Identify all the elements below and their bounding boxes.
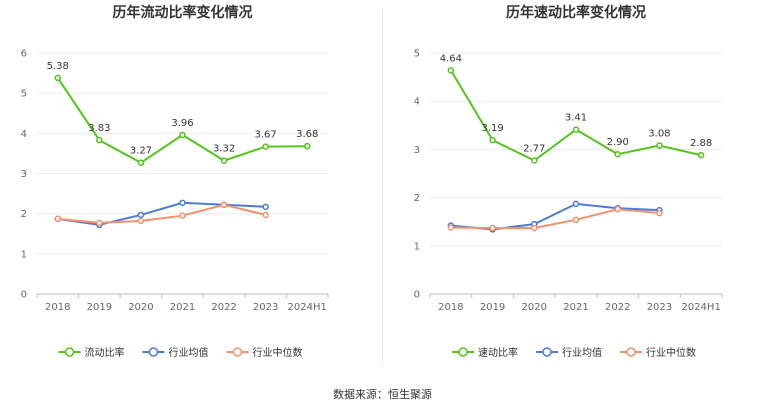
- x-tick-label: 2019: [480, 302, 505, 313]
- data-label: 4.64: [440, 53, 462, 64]
- y-tick-label: 3: [414, 145, 420, 156]
- data-point: [262, 143, 269, 150]
- chart-title: 历年速动比率变化情况: [506, 4, 646, 21]
- x-tick-label: 2020: [522, 302, 547, 313]
- x-tick-label: 2021: [563, 302, 588, 313]
- data-point: [137, 159, 145, 166]
- y-tick-label: 1: [414, 241, 420, 252]
- x-tick-label: 2021: [170, 302, 195, 313]
- legend-label: 行业中位数: [253, 346, 303, 359]
- data-label: 3.41: [565, 113, 587, 124]
- data-point: [220, 201, 228, 209]
- data-point: [96, 219, 103, 227]
- data-point: [303, 142, 311, 150]
- data-label: 3.08: [648, 129, 670, 140]
- data-point: [572, 216, 580, 224]
- data-point: [179, 131, 186, 139]
- data-point: [137, 217, 145, 225]
- y-tick-label: 4: [414, 97, 420, 108]
- data-label: 3.68: [296, 129, 318, 140]
- data-label: 3.83: [88, 123, 110, 134]
- data-point: [179, 212, 186, 219]
- y-tick-label: 5: [414, 49, 420, 60]
- quick-ratio-chart-svg: 历年速动比率变化情况 0 1 2 3 4 5 2018 2019 2020 2021 2022 2023…: [414, 4, 723, 359]
- data-label: 2.90: [607, 137, 629, 148]
- x-tick-label: 2024H1: [681, 302, 720, 313]
- legend-swatch-marker: [232, 347, 243, 357]
- data-label: 3.19: [481, 123, 503, 134]
- data-point: [572, 200, 580, 208]
- y-tick-label: 1: [21, 249, 27, 260]
- legend-swatch-marker: [626, 347, 636, 357]
- y-tick-label: 6: [21, 49, 27, 60]
- legend-label: 速动比率: [478, 346, 518, 359]
- x-tick-label: 2018: [438, 302, 463, 313]
- legend-swatch-marker: [458, 347, 468, 357]
- data-point: [220, 157, 228, 164]
- data-label: 3.67: [255, 130, 277, 141]
- data-point: [179, 199, 186, 207]
- data-point: [656, 209, 663, 217]
- legend-label: 行业均值: [562, 346, 602, 359]
- data-point: [656, 142, 663, 149]
- legend-swatch-marker: [148, 347, 159, 357]
- y-tick-label: 2: [414, 193, 420, 204]
- current-ratio-chart: 历年流动比率变化情况 0 1 2 3 4 5 6 2018 2019 2020 2021 2022 202…: [0, 0, 382, 380]
- data-point: [447, 224, 455, 231]
- data-label: 5.38: [47, 61, 69, 72]
- data-point: [614, 150, 621, 158]
- series-line: [450, 208, 660, 229]
- data-point: [572, 126, 580, 133]
- y-tick-label: 4: [21, 129, 27, 140]
- data-point: [262, 211, 269, 219]
- legend-swatch-marker: [64, 347, 75, 357]
- y-tick-label: 0: [21, 290, 27, 301]
- data-point: [489, 224, 496, 232]
- chart-title: 历年流动比率变化情况: [113, 4, 253, 21]
- data-label: 2.77: [523, 143, 545, 154]
- data-label: 2.88: [690, 138, 712, 149]
- x-tick-label: 2024H1: [288, 302, 327, 313]
- legend-label: 行业均值: [169, 346, 209, 359]
- series-line: [57, 201, 266, 226]
- y-tick-label: 3: [21, 169, 27, 180]
- data-point: [54, 74, 62, 82]
- current-ratio-chart-svg: 历年流动比率变化情况 0 1 2 3 4 5 6 2018 2019 2020 2021 2022 202…: [21, 4, 329, 359]
- x-tick-label: 2019: [87, 302, 112, 313]
- data-point: [447, 67, 455, 74]
- x-tick-label: 2020: [128, 302, 153, 313]
- data-point: [96, 136, 103, 144]
- x-tick-label: 2023: [647, 302, 672, 313]
- y-tick-label: 5: [21, 89, 27, 100]
- y-tick-label: 2: [21, 209, 27, 220]
- data-label: 3.32: [213, 144, 235, 155]
- series-line: [450, 202, 660, 231]
- data-source-note: 数据来源：恒生聚源: [333, 388, 432, 401]
- x-tick-label: 2022: [211, 302, 236, 313]
- series-line: [57, 203, 266, 224]
- legend-label: 行业中位数: [646, 346, 696, 359]
- data-point: [614, 205, 621, 213]
- legend-swatch-marker: [542, 347, 552, 357]
- data-point: [54, 215, 62, 223]
- data-point: [489, 136, 496, 144]
- data-point: [137, 211, 145, 219]
- legend-label: 流动比率: [85, 346, 125, 359]
- data-label: 3.27: [130, 146, 152, 157]
- data-point: [697, 151, 705, 159]
- data-point: [531, 157, 538, 164]
- data-point: [262, 203, 269, 211]
- y-tick-label: 0: [414, 290, 420, 301]
- x-tick-label: 2022: [605, 302, 630, 313]
- data-label: 3.96: [171, 118, 193, 129]
- panel-divider: [382, 10, 383, 365]
- data-point: [531, 224, 538, 232]
- x-tick-label: 2018: [45, 302, 70, 313]
- x-tick-label: 2023: [253, 302, 278, 313]
- quick-ratio-chart: 历年速动比率变化情况 0 1 2 3 4 5 2018 2019 2020 2021 2022 2023…: [383, 0, 765, 380]
